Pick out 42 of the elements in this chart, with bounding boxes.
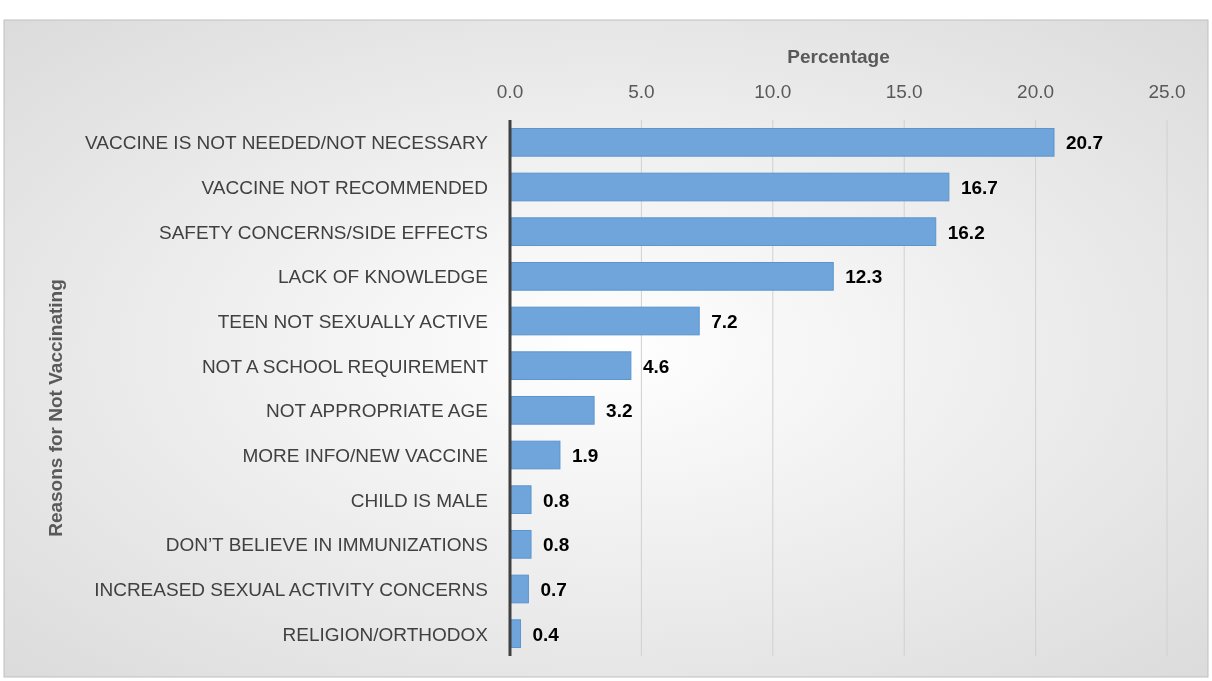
bar bbox=[509, 172, 950, 202]
y-axis-title: Reasons for Not Vaccinating bbox=[45, 279, 66, 537]
y-tick-label: NOT A SCHOOL REQUIREMENT bbox=[201, 355, 489, 377]
data-label: 0.4 bbox=[532, 623, 560, 645]
x-tick-label: 15.0 bbox=[885, 81, 923, 102]
data-label: 20.7 bbox=[1066, 132, 1103, 154]
bar bbox=[509, 395, 595, 425]
data-label: 0.8 bbox=[543, 489, 570, 511]
y-tick-label: NOT APPROPRIATE AGE bbox=[265, 400, 488, 422]
bar bbox=[509, 127, 1055, 157]
x-axis-title: Percentage bbox=[787, 46, 890, 67]
x-tick-label: 10.0 bbox=[754, 81, 792, 102]
y-tick-label: VACCINE IS NOT NEEDED/NOT NECESSARY bbox=[85, 132, 489, 154]
y-tick-label: MORE INFO/NEW VACCINE bbox=[242, 445, 488, 466]
bar bbox=[509, 306, 700, 336]
x-tick-label: 0.0 bbox=[496, 81, 524, 102]
bar bbox=[509, 440, 561, 470]
x-tick-label: 25.0 bbox=[1148, 81, 1186, 102]
y-tick-label: SAFETY CONCERNS/SIDE EFFECTS bbox=[158, 221, 488, 243]
y-tick-label: INCREASED SEXUAL ACTIVITY CONCERNS bbox=[94, 579, 488, 600]
data-label: 1.9 bbox=[571, 445, 599, 466]
y-tick-label: TEEN NOT SEXUALLY ACTIVE bbox=[217, 311, 488, 332]
x-tick-label: 5.0 bbox=[628, 81, 655, 102]
bar bbox=[509, 261, 834, 291]
data-label: 12.3 bbox=[845, 266, 883, 288]
y-tick-label: LACK OF KNOWLEDGE bbox=[277, 266, 488, 288]
y-tick-label: DON’T BELIEVE IN IMMUNIZATIONS bbox=[165, 534, 488, 556]
data-label: 4.6 bbox=[642, 355, 670, 377]
x-tick-label: 20.0 bbox=[1017, 81, 1055, 102]
data-label: 0.7 bbox=[540, 579, 567, 600]
bar bbox=[509, 529, 532, 559]
bar bbox=[509, 485, 532, 515]
data-label: 0.8 bbox=[543, 534, 570, 556]
data-label: 16.2 bbox=[947, 221, 985, 243]
y-tick-label: CHILD IS MALE bbox=[350, 489, 488, 511]
bar bbox=[509, 217, 937, 247]
y-tick-label: RELIGION/ORTHODOX bbox=[282, 623, 489, 645]
data-label: 3.2 bbox=[606, 400, 633, 422]
y-tick-label: VACCINE NOT RECOMMENDED bbox=[201, 177, 488, 198]
data-label: 7.2 bbox=[711, 311, 738, 332]
bar bbox=[509, 351, 632, 381]
data-label: 16.7 bbox=[960, 177, 998, 198]
